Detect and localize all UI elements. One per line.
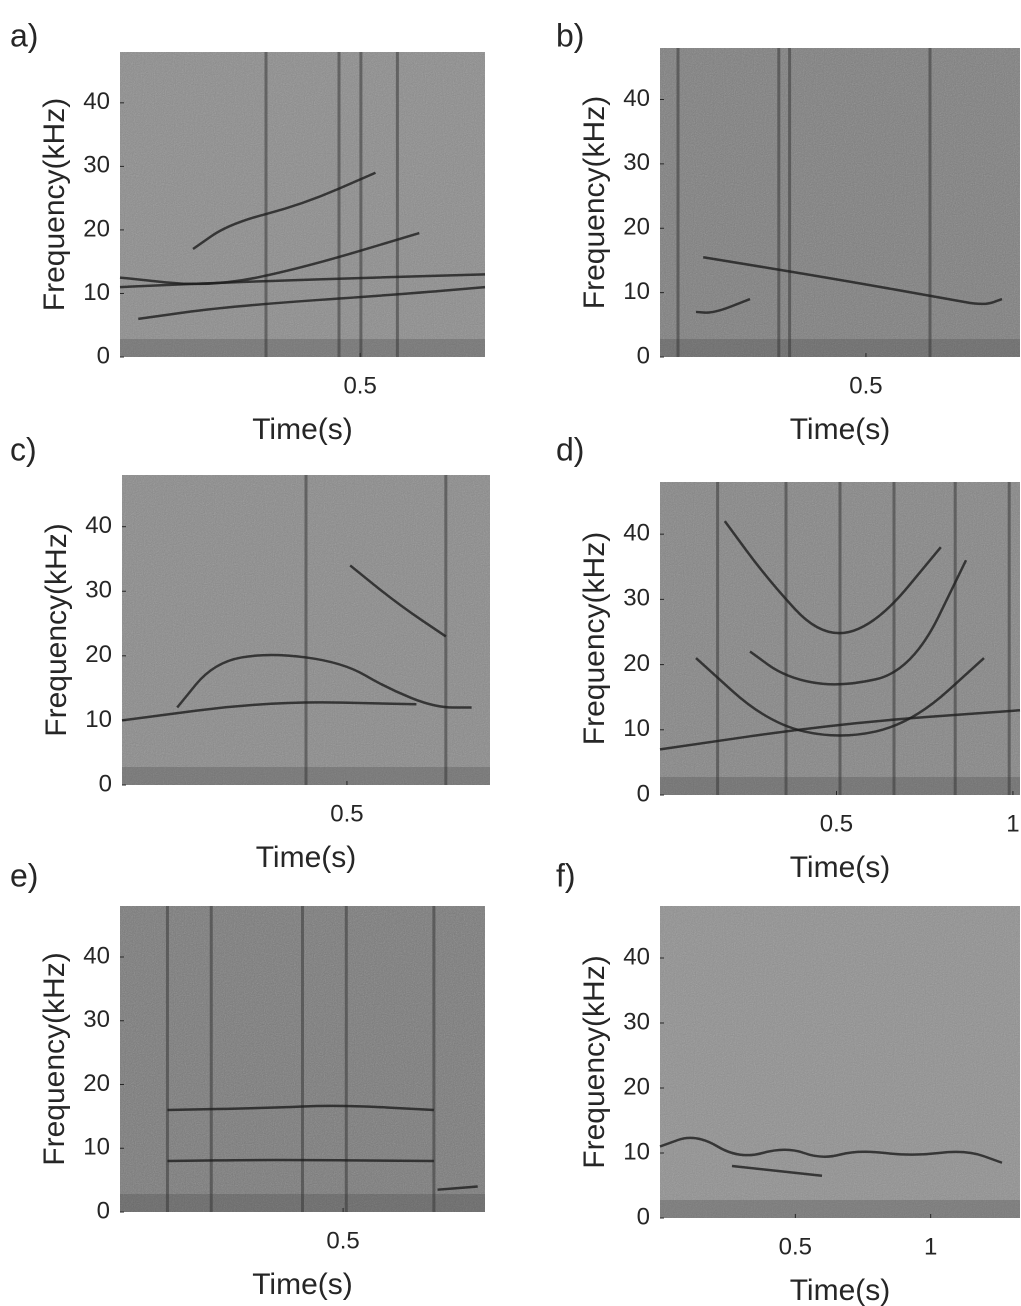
x-axis-label: Time(s): [252, 1268, 353, 1301]
whistle-contour: [731, 1164, 823, 1177]
whistle-contour: [119, 273, 486, 289]
y-tick-label: 10: [623, 715, 650, 742]
whistle-contour: [695, 297, 751, 314]
whistle-contour: [723, 520, 942, 635]
x-axis-label: Time(s): [252, 413, 353, 446]
panel: 0 10 20 30 40 0.5 Time(s) Frequency(kHz) a): [10, 17, 486, 446]
y-tick-label: 30: [623, 1008, 650, 1035]
whistle-contour: [702, 255, 1003, 306]
y-tick-label: 40: [623, 520, 650, 547]
y-tick-label: 0: [99, 770, 112, 797]
whistle-contour: [659, 708, 1021, 751]
x-axis-label: Time(s): [256, 841, 357, 874]
y-tick-label: 0: [637, 780, 650, 807]
x-axis-label: Time(s): [790, 413, 891, 446]
y-tick-label: 0: [637, 1203, 650, 1230]
y-tick-label: 30: [623, 585, 650, 612]
x-tick-label: 0.5: [326, 1227, 359, 1254]
y-tick-label: 30: [623, 149, 650, 176]
whistle-contour: [167, 1104, 434, 1112]
y-tick-label: 20: [83, 1070, 110, 1097]
whistle-contour: [659, 1136, 1003, 1164]
spectrogram-noise: [120, 52, 485, 357]
panel: 0 10 20 30 40 0.5 Time(s) Frequency(kHz) c): [10, 431, 490, 874]
panel: 0 10 20 30 40 0.5 Time(s) Frequency(kHz) b): [556, 17, 1020, 446]
x-tick-label: 0.5: [343, 372, 376, 399]
y-tick-label: 40: [623, 85, 650, 112]
panel-label: a): [10, 17, 38, 53]
y-tick-label: 30: [83, 1006, 110, 1033]
y-tick-label: 40: [85, 512, 112, 539]
y-axis-label: Frequency(kHz): [38, 952, 71, 1165]
whistle-contour: [749, 559, 968, 686]
low-band: [120, 339, 485, 357]
y-tick-label: 40: [83, 88, 110, 115]
whistle-contour: [176, 653, 472, 709]
panel: 0 10 20 30 40 0.5 1 Time(s) Frequency(kHz) f): [556, 857, 1020, 1306]
y-tick-label: 10: [623, 278, 650, 305]
y-tick-label: 10: [83, 279, 110, 306]
whistle-contour: [121, 701, 417, 722]
y-tick-label: 20: [623, 1073, 650, 1100]
whistle-contour: [138, 285, 486, 321]
y-axis-label: Frequency(kHz): [38, 98, 71, 311]
x-tick-label: 0.5: [330, 800, 363, 827]
x-axis-label: Time(s): [790, 1274, 891, 1306]
x-tick-label: 0.5: [779, 1233, 812, 1260]
x-tick-label: 0.5: [820, 810, 853, 837]
y-tick-label: 0: [637, 342, 650, 369]
y-tick-label: 0: [97, 342, 110, 369]
panel-label: f): [556, 857, 576, 893]
x-axis-label: Time(s): [790, 851, 891, 884]
panel-label: b): [556, 17, 584, 53]
panel-label: c): [10, 431, 37, 467]
y-tick-label: 20: [623, 214, 650, 241]
panel-label: e): [10, 857, 38, 893]
y-tick-label: 20: [83, 215, 110, 242]
spectrogram-noise: [660, 906, 1020, 1218]
whistle-contour: [349, 564, 447, 638]
y-tick-label: 40: [623, 943, 650, 970]
y-axis-label: Frequency(kHz): [578, 532, 611, 745]
x-tick-label: 0.5: [849, 372, 882, 399]
y-axis-label: Frequency(kHz): [578, 955, 611, 1168]
y-tick-label: 0: [97, 1197, 110, 1224]
y-axis-label: Frequency(kHz): [578, 96, 611, 309]
low-band: [660, 1200, 1020, 1218]
whistle-contour: [167, 1158, 434, 1163]
y-tick-label: 30: [83, 152, 110, 179]
y-tick-label: 30: [85, 577, 112, 604]
panel: 0 10 20 30 40 0.5 Time(s) Frequency(kHz) e): [10, 857, 485, 1301]
x-tick-label: 1: [924, 1233, 937, 1260]
whistle-contour: [437, 1185, 478, 1191]
x-tick-label: 1: [1006, 810, 1019, 837]
spectrogram-noise: [660, 48, 1020, 357]
y-tick-label: 40: [83, 942, 110, 969]
low-band: [660, 339, 1020, 357]
panel-label: d): [556, 431, 584, 467]
y-tick-label: 20: [623, 650, 650, 677]
y-axis-label: Frequency(kHz): [40, 523, 73, 736]
panel: 0 10 20 30 40 0.5 1 Time(s) Frequency(kHz) d): [556, 431, 1021, 884]
whistle-contour: [192, 171, 376, 251]
y-tick-label: 20: [85, 641, 112, 668]
y-tick-label: 10: [83, 1134, 110, 1161]
y-tick-label: 10: [623, 1138, 650, 1165]
y-tick-label: 10: [85, 706, 112, 733]
